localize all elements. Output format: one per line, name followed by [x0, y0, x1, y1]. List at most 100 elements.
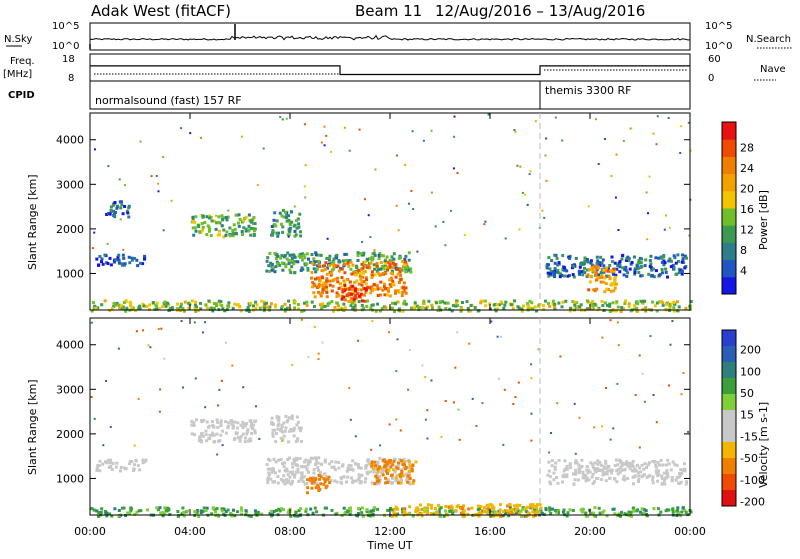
velocity-cell — [548, 475, 552, 479]
power-cell — [332, 309, 335, 313]
velocity-cell — [604, 461, 608, 465]
power-cell — [364, 276, 368, 280]
velocity-cell — [212, 433, 216, 437]
velocity-colorbar-swatch — [722, 394, 736, 411]
power-cell — [609, 283, 613, 287]
power-cell — [649, 254, 653, 258]
velocity-cell — [679, 468, 683, 471]
power-cell — [403, 289, 407, 293]
velocity-scatter-cell — [548, 451, 551, 454]
power-cell — [127, 255, 131, 259]
velocity-cell — [393, 507, 397, 511]
power-cell — [325, 256, 329, 260]
power-cell — [284, 215, 288, 219]
power-colorbar-frame — [721, 121, 737, 295]
velocity-cell — [283, 482, 287, 486]
power-cell — [399, 278, 403, 282]
velocity-cell — [552, 471, 556, 475]
velocity-cell — [369, 470, 373, 474]
velocity-cell — [219, 421, 223, 425]
power-scatter-cell — [554, 116, 557, 119]
velocity-cell — [282, 421, 286, 425]
power-scatter-cell — [374, 168, 377, 171]
velocity-cell — [550, 459, 554, 463]
velocity-cell — [449, 504, 453, 508]
power-cell — [377, 253, 381, 257]
power-cell — [349, 304, 353, 308]
power-cell — [375, 284, 379, 288]
power-cell — [179, 305, 183, 309]
power-cell — [383, 259, 387, 263]
velocity-cell — [402, 509, 406, 513]
velocity-cell — [426, 503, 430, 507]
velocity-cell — [354, 479, 358, 483]
power-cell — [417, 306, 421, 309]
velocity-cell — [394, 505, 398, 509]
power-cell — [649, 262, 653, 266]
power-cell — [327, 264, 331, 268]
power-cell — [672, 265, 676, 269]
velocity-cell — [240, 508, 244, 512]
velocity-scatter-cell — [258, 437, 261, 440]
velocity-cell — [407, 480, 411, 484]
power-cell — [97, 263, 100, 267]
velocity-cell — [651, 460, 655, 463]
power-cell — [404, 254, 408, 258]
power-cell — [330, 271, 333, 275]
velocity-cell — [630, 462, 634, 466]
power-cell — [135, 258, 139, 262]
power-cell — [234, 213, 238, 217]
power-cell — [263, 306, 267, 310]
velocity-cell — [661, 463, 665, 467]
power-cell — [384, 266, 388, 270]
power-cell — [526, 302, 530, 306]
power-cell — [390, 255, 394, 259]
power-cell — [655, 309, 659, 313]
power-cell — [337, 269, 341, 273]
power-cell — [366, 299, 369, 303]
velocity-cell — [195, 418, 198, 422]
power-cell — [586, 273, 590, 277]
power-cell — [121, 253, 125, 257]
power-cell — [265, 269, 269, 273]
power-cell — [378, 309, 382, 313]
power-ytick-label: 3000 — [56, 178, 84, 191]
power-cell — [401, 260, 405, 264]
nsky-panel-frame — [89, 22, 691, 51]
velocity-cell — [620, 510, 623, 514]
velocity-cell — [279, 429, 283, 433]
velocity-scatter-cell — [349, 418, 352, 421]
velocity-cell — [411, 481, 415, 485]
velocity-cell — [491, 508, 494, 511]
velocity-cell — [220, 509, 224, 513]
velocity-cell — [296, 470, 300, 474]
velocity-cell — [384, 481, 388, 485]
velocity-cell — [451, 511, 455, 515]
power-scatter-cell — [303, 185, 306, 188]
power-cell — [388, 264, 392, 268]
power-cell — [392, 283, 396, 287]
power-cell — [674, 272, 678, 276]
power-cell — [253, 227, 257, 231]
velocity-cell — [260, 512, 264, 516]
velocity-cell — [275, 509, 278, 512]
velocity-cell — [602, 465, 606, 469]
power-cell — [521, 304, 525, 308]
velocity-cell — [211, 431, 215, 435]
velocity-cell — [659, 459, 663, 462]
power-cell — [484, 304, 488, 308]
power-cell — [378, 252, 382, 255]
power-scatter-cell — [665, 214, 668, 217]
power-cell — [269, 302, 273, 306]
power-cell — [664, 270, 668, 274]
power-cell — [324, 261, 328, 265]
velocity-scatter-cell — [281, 440, 284, 442]
velocity-cell — [533, 508, 537, 512]
velocity-cell — [508, 503, 512, 507]
velocity-cell — [291, 465, 295, 469]
velocity-cell — [311, 511, 315, 515]
velocity-cell — [659, 510, 663, 514]
power-cell — [615, 300, 619, 304]
velocity-cell — [614, 458, 618, 462]
